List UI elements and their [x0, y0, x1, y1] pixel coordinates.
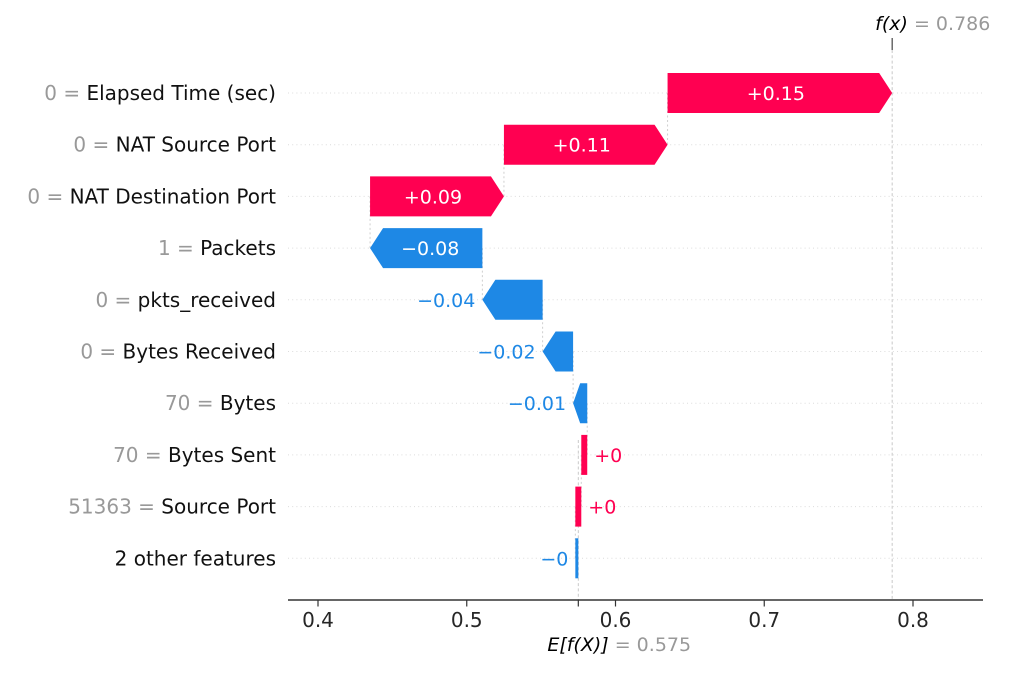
bar-value-label: +0 — [588, 497, 616, 519]
bar-value-label: −0.01 — [508, 393, 566, 415]
bar-value-label: +0.11 — [553, 135, 611, 157]
feature-label: 0 = Bytes Received — [80, 340, 276, 364]
x-axis-tick-label: 0.8 — [897, 608, 929, 632]
x-axis-tick-label: 0.5 — [451, 608, 483, 632]
bar-nat-source-port — [503, 124, 668, 165]
expected-value-annotation: E[f(X)] = 0.575 — [547, 634, 691, 656]
feature-label: 1 = Packets — [158, 236, 276, 260]
bar-nat-destination-port — [370, 176, 504, 217]
bar-source-port — [575, 486, 582, 527]
bar-value-label: −0 — [540, 548, 568, 570]
bar-value-label: +0.09 — [404, 186, 462, 208]
feature-label: 51363 = Source Port — [68, 495, 276, 519]
bar-elapsed-time-sec — [667, 73, 893, 113]
bar-2-other-features — [575, 538, 579, 579]
feature-label: 2 other features — [115, 546, 276, 570]
bar-bytes-sent — [581, 434, 588, 475]
feature-label: 0 = NAT Source Port — [73, 133, 276, 157]
feature-label: 70 = Bytes — [165, 391, 276, 415]
bar-value-label: −0.04 — [417, 290, 475, 312]
x-axis-tick-label: 0.4 — [302, 608, 334, 632]
bar-bytes-received — [542, 331, 574, 372]
feature-label: 0 = Elapsed Time (sec) — [44, 81, 276, 105]
bar-value-label: +0.15 — [747, 83, 805, 105]
bar-bytes — [573, 383, 588, 424]
bar-value-label: +0 — [594, 445, 622, 467]
bar-packets — [370, 228, 483, 269]
bar-value-label: −0.08 — [401, 238, 459, 260]
bar-pkts-received — [482, 279, 543, 320]
x-axis-tick-label: 0.7 — [748, 608, 780, 632]
fx-annotation: f(x) = 0.786 — [875, 13, 990, 35]
bar-value-label: −0.02 — [477, 342, 535, 364]
feature-label: 0 = pkts_received — [95, 288, 276, 312]
feature-label: 70 = Bytes Sent — [113, 443, 276, 467]
x-axis-tick-label: 0.6 — [600, 608, 632, 632]
feature-label: 0 = NAT Destination Port — [27, 184, 276, 208]
